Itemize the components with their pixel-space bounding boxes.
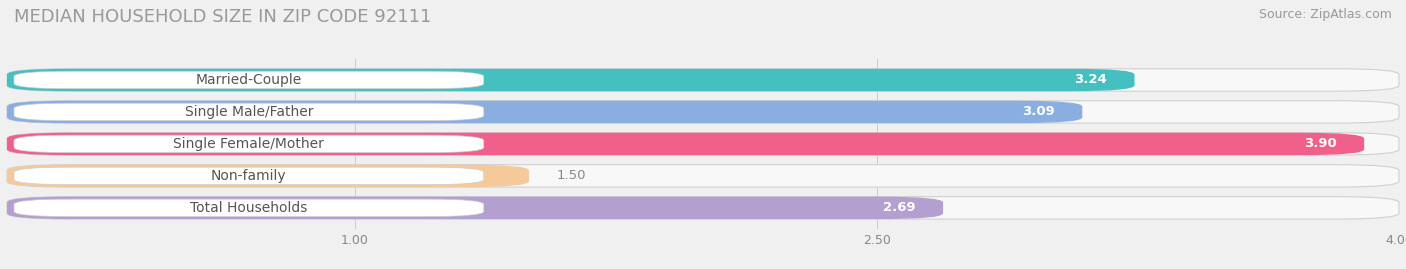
Text: 1.50: 1.50 [557, 169, 586, 182]
FancyBboxPatch shape [7, 133, 1399, 155]
Text: Total Households: Total Households [190, 201, 308, 215]
FancyBboxPatch shape [7, 101, 1083, 123]
FancyBboxPatch shape [14, 199, 484, 217]
Text: 3.90: 3.90 [1303, 137, 1336, 150]
FancyBboxPatch shape [7, 69, 1399, 91]
Text: 3.24: 3.24 [1074, 73, 1107, 86]
Text: Single Male/Father: Single Male/Father [184, 105, 314, 119]
FancyBboxPatch shape [14, 167, 484, 185]
FancyBboxPatch shape [14, 135, 484, 153]
FancyBboxPatch shape [7, 165, 529, 187]
Text: 3.09: 3.09 [1022, 105, 1054, 118]
Text: Married-Couple: Married-Couple [195, 73, 302, 87]
FancyBboxPatch shape [7, 69, 1135, 91]
Text: MEDIAN HOUSEHOLD SIZE IN ZIP CODE 92111: MEDIAN HOUSEHOLD SIZE IN ZIP CODE 92111 [14, 8, 432, 26]
FancyBboxPatch shape [7, 165, 1399, 187]
FancyBboxPatch shape [7, 101, 1399, 123]
FancyBboxPatch shape [14, 71, 484, 89]
FancyBboxPatch shape [7, 197, 1399, 219]
Text: Single Female/Mother: Single Female/Mother [173, 137, 325, 151]
FancyBboxPatch shape [14, 103, 484, 121]
Text: Source: ZipAtlas.com: Source: ZipAtlas.com [1258, 8, 1392, 21]
Text: 2.69: 2.69 [883, 201, 915, 214]
FancyBboxPatch shape [7, 133, 1364, 155]
FancyBboxPatch shape [7, 197, 943, 219]
Text: Non-family: Non-family [211, 169, 287, 183]
